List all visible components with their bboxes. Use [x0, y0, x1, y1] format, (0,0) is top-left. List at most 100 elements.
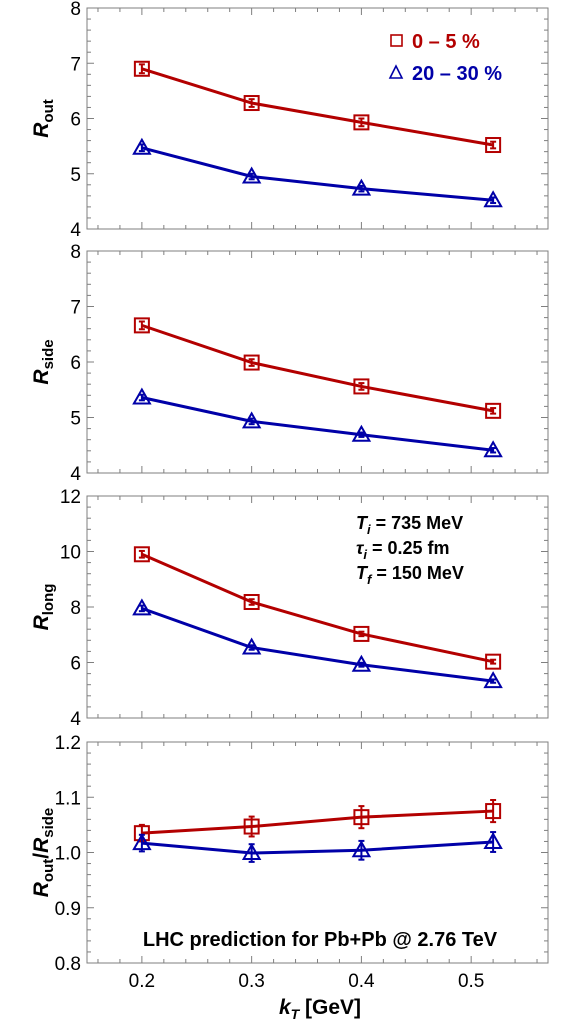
x-tick-label: 0.2	[129, 971, 155, 992]
legend-marker-square	[390, 34, 403, 47]
series-central	[133, 546, 502, 670]
y-tick-label: 6	[70, 654, 81, 675]
legend: 0 – 5 % 20 – 30 %	[388, 31, 502, 85]
data-point-square	[133, 60, 150, 77]
data-point-square	[353, 378, 370, 395]
parameter-symbol: τ	[356, 538, 365, 558]
y-axis-label-sub-2: side	[40, 808, 57, 838]
series-central	[133, 317, 502, 419]
parameter-line: Ti = 735 MeV	[356, 513, 463, 537]
x-tick-label: 0.5	[458, 971, 484, 992]
data-point-square	[133, 317, 150, 334]
panel-frame	[86, 495, 549, 719]
x-tick-label: 0.3	[238, 971, 264, 992]
data-point-triangle	[132, 387, 152, 405]
series-central	[133, 60, 502, 154]
data-point-square	[485, 402, 502, 419]
legend-label: 0 – 5 %	[412, 31, 480, 53]
y-tick-label: 8	[70, 0, 81, 20]
x-axis-label-sub: T	[291, 1006, 301, 1022]
y-tick-label: 5	[70, 409, 81, 430]
series-line	[141, 146, 494, 202]
parameter-value: = 735 MeV	[371, 513, 464, 533]
data-point-square	[243, 95, 260, 112]
parameter-value: = 150 MeV	[371, 563, 464, 583]
y-tick-label: 0.9	[55, 899, 81, 920]
y-tick-label: 0.8	[55, 954, 81, 975]
parameter-subscript: i	[367, 522, 371, 537]
series-central	[133, 799, 502, 843]
svg-text:kT [GeV]: kT [GeV]	[279, 996, 361, 1022]
y-axis-label-sub: side	[40, 339, 57, 369]
data-point-triangle	[483, 671, 503, 689]
series-line	[141, 606, 494, 683]
y-axis-label: Rside	[30, 339, 57, 384]
y-tick-label: 12	[60, 487, 81, 508]
data-point-square	[133, 546, 150, 563]
series-line	[141, 809, 494, 835]
data-point-triangle	[483, 440, 503, 458]
panel-3: 4 6 8 10 12 Rlong	[30, 487, 549, 730]
y-axis-label-main: R	[30, 122, 53, 138]
series-peripheral	[132, 387, 503, 458]
data-point-triangle	[351, 424, 372, 442]
x-axis-label-main: k	[279, 996, 292, 1019]
data-point-triangle	[241, 411, 262, 429]
parameter-symbol: T	[356, 513, 369, 533]
data-point-triangle	[351, 654, 372, 672]
data-point-triangle	[132, 598, 152, 616]
parameter-line: Tf = 150 MeV	[356, 563, 464, 587]
data-point-triangle	[483, 831, 503, 850]
y-axis-label-divider: /	[30, 853, 53, 859]
series-peripheral	[132, 598, 503, 689]
data-point-square	[485, 653, 502, 670]
y-tick-label: 6	[70, 110, 81, 131]
parameter-value: = 0.25 fm	[367, 538, 450, 558]
caption: LHC prediction for Pb+Pb @ 2.76 TeV	[143, 929, 498, 951]
parameter-subscript: f	[367, 572, 373, 587]
series-peripheral	[132, 831, 503, 863]
data-point-square	[353, 809, 370, 826]
data-point-square	[485, 137, 502, 154]
y-tick-label: 8	[70, 598, 81, 619]
y-tick-label: 1.0	[55, 844, 81, 865]
series-line	[141, 552, 494, 664]
series-line	[141, 323, 494, 413]
parameter-line: τi = 0.25 fm	[356, 538, 450, 562]
legend-marker-triangle	[388, 64, 404, 79]
x-tick-label: 0.4	[348, 971, 375, 992]
data-point-square	[243, 818, 260, 835]
parameter-subscript: i	[363, 547, 367, 562]
y-axis-label-main: R	[30, 614, 53, 630]
x-axis-label: kT [GeV]	[279, 996, 361, 1022]
data-point-triangle	[241, 166, 262, 184]
legend-label: 20 – 30 %	[412, 63, 502, 85]
data-point-triangle	[241, 843, 262, 861]
data-point-square	[485, 803, 502, 820]
y-tick-label: 6	[70, 353, 81, 374]
y-tick-label: 7	[70, 298, 81, 319]
panel-frame	[86, 250, 549, 474]
y-tick-label: 1.1	[55, 788, 81, 809]
x-axis-label-unit: [GeV]	[299, 996, 361, 1019]
y-tick-label: 8	[70, 242, 81, 263]
series-peripheral	[132, 137, 503, 208]
panel-4: 0.8 0.9 1.0 1.1 1.2 Rout/Rside 0.2 0.3 0.4 0.5	[30, 733, 549, 992]
data-point-triangle	[132, 833, 152, 851]
data-point-square	[243, 594, 260, 611]
panel-1: 4 5 6 7 8 Rout	[30, 0, 549, 241]
y-tick-label: 1.2	[55, 733, 81, 754]
panel-2: 4 5 6 7 8 Rside	[30, 242, 549, 485]
y-tick-label: 5	[70, 165, 81, 186]
data-point-triangle	[241, 637, 262, 655]
y-axis-label-main: R	[30, 369, 53, 385]
y-axis-label-main-2: R	[30, 837, 53, 853]
series-line	[141, 396, 494, 452]
data-point-square	[353, 114, 370, 131]
y-axis-label-sub: out	[40, 99, 57, 122]
y-axis-label-main: R	[30, 881, 53, 897]
y-axis-label: Rlong	[30, 584, 57, 631]
y-axis-label: Rout/Rside	[30, 808, 57, 898]
